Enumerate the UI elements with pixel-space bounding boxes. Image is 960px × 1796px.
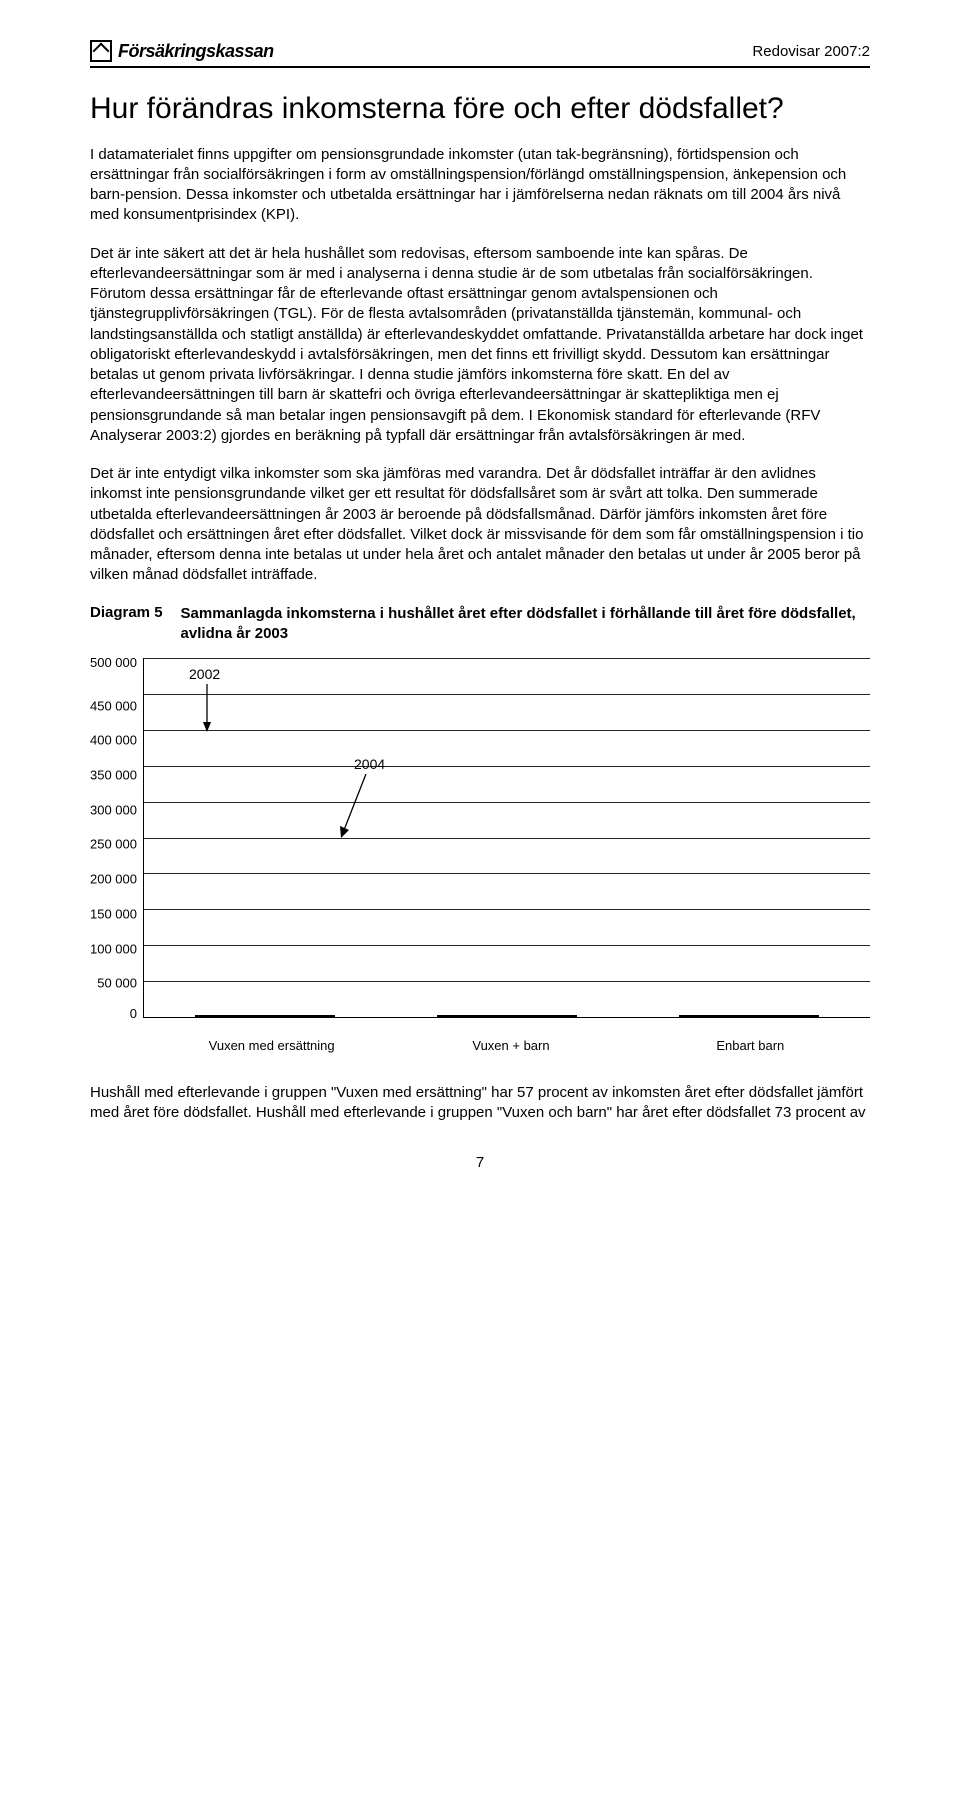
grid-line bbox=[144, 730, 870, 731]
plot-area: 2002 2004 bbox=[143, 658, 870, 1018]
y-tick-label: 150 000 bbox=[90, 907, 137, 920]
page-header: Försäkringskassan Redovisar 2007:2 bbox=[90, 40, 870, 68]
page-number: 7 bbox=[90, 1154, 870, 1171]
y-tick-label: 350 000 bbox=[90, 769, 137, 782]
grid-line bbox=[144, 909, 870, 910]
logo-icon bbox=[90, 40, 112, 62]
body-paragraph-3: Det är inte entydigt vilka inkomster som… bbox=[90, 464, 870, 586]
grid-line bbox=[144, 945, 870, 946]
bar bbox=[679, 1015, 749, 1017]
annotation-2002: 2002 bbox=[189, 666, 220, 682]
y-tick-label: 300 000 bbox=[90, 803, 137, 816]
grid-line bbox=[144, 838, 870, 839]
y-tick-label: 0 bbox=[130, 1007, 137, 1020]
y-axis: 500 000 450 000 400 000 350 000 300 000 250 0… bbox=[90, 658, 143, 1018]
grid-line bbox=[144, 802, 870, 803]
y-tick-label: 400 000 bbox=[90, 734, 137, 747]
arrow-icon bbox=[336, 774, 376, 844]
bar bbox=[507, 1015, 577, 1017]
grid-line bbox=[144, 766, 870, 767]
x-tick-label: Vuxen + barn bbox=[410, 1038, 611, 1053]
bar-chart: 500 000 450 000 400 000 350 000 300 000 250 0… bbox=[90, 658, 870, 1053]
bar-group bbox=[647, 1015, 850, 1017]
body-paragraph-2: Det är inte säkert att det är hela hushå… bbox=[90, 244, 870, 447]
x-tick-label: Vuxen med ersättning bbox=[171, 1038, 372, 1053]
diagram-number: Diagram 5 bbox=[90, 604, 163, 621]
y-tick-label: 50 000 bbox=[97, 977, 137, 990]
bar bbox=[265, 1015, 335, 1017]
logo-text: Försäkringskassan bbox=[118, 41, 274, 62]
grid-line bbox=[144, 873, 870, 874]
grid-line bbox=[144, 658, 870, 659]
report-id: Redovisar 2007:2 bbox=[752, 43, 870, 60]
bar bbox=[195, 1015, 265, 1017]
arrow-icon bbox=[197, 684, 237, 734]
body-paragraph-1: I datamaterialet finns uppgifter om pens… bbox=[90, 145, 870, 226]
grid-line bbox=[144, 981, 870, 982]
x-tick-label: Enbart barn bbox=[650, 1038, 851, 1053]
y-tick-label: 250 000 bbox=[90, 838, 137, 851]
bar-group bbox=[163, 1015, 366, 1017]
bar-group bbox=[405, 1015, 608, 1017]
y-tick-label: 450 000 bbox=[90, 699, 137, 712]
y-tick-label: 500 000 bbox=[90, 656, 137, 669]
diagram-title: Sammanlagda inkomsterna i hushållet året… bbox=[181, 604, 870, 645]
diagram-caption: Diagram 5 Sammanlagda inkomsterna i hush… bbox=[90, 604, 870, 645]
y-tick-label: 100 000 bbox=[90, 942, 137, 955]
logo: Försäkringskassan bbox=[90, 40, 274, 62]
y-tick-label: 200 000 bbox=[90, 873, 137, 886]
annotation-2004-label: 2004 bbox=[354, 756, 385, 772]
grid-line bbox=[144, 694, 870, 695]
bar bbox=[437, 1015, 507, 1017]
x-axis-labels: Vuxen med ersättning Vuxen + barn Enbart b… bbox=[152, 1018, 870, 1053]
section-heading: Hur förändras inkomsterna före och efter… bbox=[90, 92, 870, 127]
annotation-2004: 2004 bbox=[354, 756, 385, 772]
bar bbox=[749, 1015, 819, 1017]
body-paragraph-after-chart: Hushåll med efterlevande i gruppen "Vuxe… bbox=[90, 1083, 870, 1124]
annotation-2002-label: 2002 bbox=[189, 666, 220, 682]
